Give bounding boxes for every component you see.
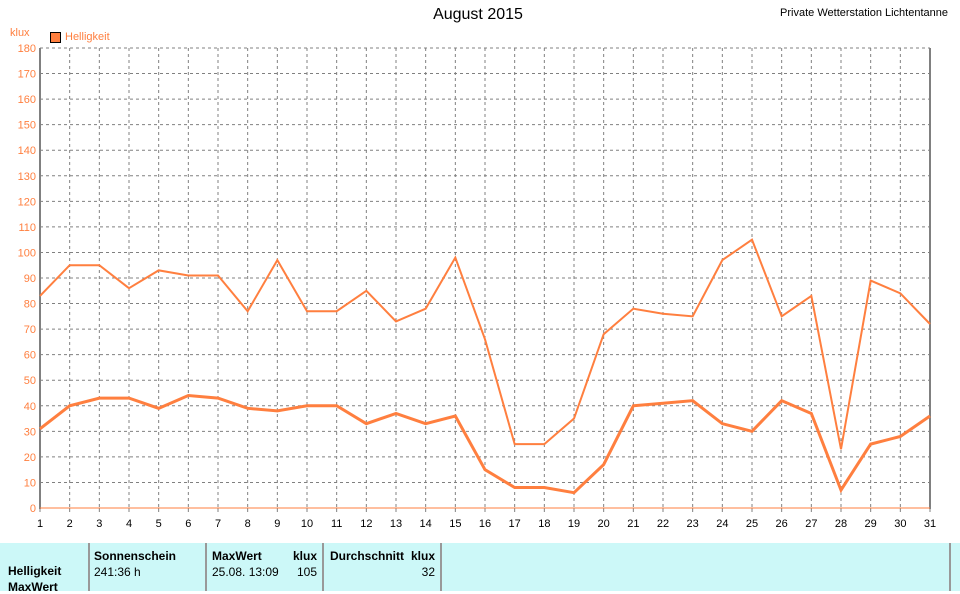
max-unit: klux [293, 549, 317, 563]
y-tick-label: 180 [18, 43, 36, 55]
x-tick-label: 5 [156, 518, 162, 530]
x-tick-label: 10 [301, 518, 313, 530]
x-tick-label: 18 [538, 518, 550, 530]
x-tick-label: 19 [568, 518, 580, 530]
y-tick-label: 90 [24, 273, 36, 285]
x-tick-label: 8 [245, 518, 251, 530]
x-tick-label: 17 [509, 518, 521, 530]
summary-table: Helligkeit MaxWert Sonnenschein 241:36 h… [0, 543, 960, 591]
max-header: MaxWert [212, 549, 262, 563]
y-tick-label: 20 [24, 452, 36, 464]
avg-value: 32 [422, 565, 435, 579]
x-tick-label: 15 [449, 518, 461, 530]
x-tick-label: 7 [215, 518, 221, 530]
row-label-cell: Helligkeit MaxWert [0, 543, 90, 591]
y-tick-label: 30 [24, 426, 36, 438]
x-tick-label: 9 [274, 518, 280, 530]
max-value: 105 [297, 565, 317, 579]
x-tick-label: 20 [598, 518, 610, 530]
line-chart: 0102030405060708090100110120130140150160… [0, 0, 960, 540]
x-tick-label: 4 [126, 518, 132, 530]
y-tick-label: 110 [18, 222, 36, 234]
x-tick-label: 22 [657, 518, 669, 530]
sunshine-header: Sonnenschein [94, 549, 176, 563]
x-tick-label: 30 [894, 518, 906, 530]
empty-cell [441, 543, 951, 591]
x-tick-label: 1 [37, 518, 43, 530]
y-tick-label: 40 [24, 401, 36, 413]
x-tick-label: 6 [185, 518, 191, 530]
y-tick-label: 70 [24, 324, 36, 336]
y-tick-label: 60 [24, 350, 36, 362]
x-tick-label: 24 [716, 518, 728, 530]
x-tick-label: 21 [627, 518, 639, 530]
x-tick-label: 11 [331, 518, 342, 530]
avg-unit: klux [411, 549, 435, 563]
x-tick-label: 3 [96, 518, 102, 530]
x-tick-label: 26 [776, 518, 788, 530]
row-label-2: MaxWert [8, 580, 58, 594]
y-tick-label: 140 [18, 145, 36, 157]
max-date: 25.08. 13:09 [212, 565, 279, 579]
x-tick-label: 28 [835, 518, 847, 530]
y-tick-label: 150 [18, 120, 36, 132]
y-tick-label: 10 [24, 477, 36, 489]
avg-cell: Durchschnitt klux 32 [323, 543, 442, 591]
y-tick-label: 170 [18, 69, 36, 81]
y-tick-label: 0 [30, 503, 36, 515]
x-tick-label: 31 [924, 518, 936, 530]
y-tick-label: 80 [24, 299, 36, 311]
x-tick-label: 14 [420, 518, 432, 530]
y-tick-label: 50 [24, 375, 36, 387]
y-tick-label: 160 [18, 94, 36, 106]
x-tick-label: 13 [390, 518, 402, 530]
x-tick-label: 12 [360, 518, 372, 530]
x-tick-label: 23 [687, 518, 699, 530]
x-tick-label: 2 [67, 518, 73, 530]
y-tick-label: 100 [18, 247, 36, 259]
sunshine-value: 241:36 h [94, 565, 141, 579]
max-cell: MaxWert klux 25.08. 13:09 105 [205, 543, 324, 591]
x-tick-label: 25 [746, 518, 758, 530]
x-tick-label: 27 [805, 518, 817, 530]
y-tick-label: 120 [18, 196, 36, 208]
sunshine-cell: Sonnenschein 241:36 h [88, 543, 207, 591]
x-tick-label: 16 [479, 518, 491, 530]
x-tick-label: 29 [865, 518, 877, 530]
row-label: Helligkeit [8, 564, 61, 578]
y-tick-label: 130 [18, 171, 36, 183]
avg-header: Durchschnitt [330, 549, 404, 563]
